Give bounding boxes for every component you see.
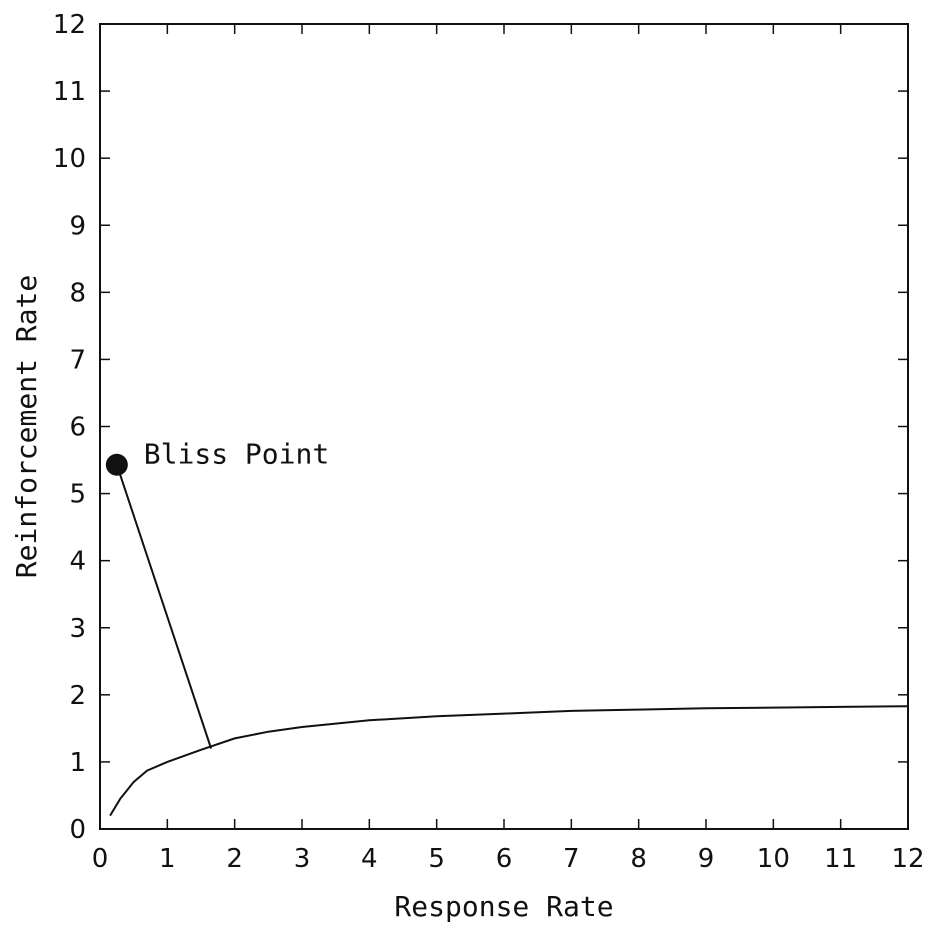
x-tick-label: 4 xyxy=(361,844,378,874)
y-tick-label: 12 xyxy=(53,10,86,40)
x-tick-label: 12 xyxy=(891,844,924,874)
y-tick-label: 10 xyxy=(53,144,86,174)
x-tick-label: 5 xyxy=(428,844,445,874)
x-tick-label: 11 xyxy=(824,844,857,874)
y-tick-label: 4 xyxy=(69,547,86,577)
x-tick-label: 2 xyxy=(226,844,243,874)
y-tick-label: 7 xyxy=(69,345,86,375)
y-tick-label: 3 xyxy=(69,614,86,644)
bliss-connector-line xyxy=(115,464,213,749)
y-tick-label: 9 xyxy=(69,211,86,241)
y-tick-label: 5 xyxy=(69,480,86,510)
x-tick-label: 0 xyxy=(92,844,109,874)
bliss-point-marker xyxy=(105,453,128,476)
y-tick-label: 2 xyxy=(69,681,86,711)
y-axis-title: Reinforcement Rate xyxy=(10,275,43,578)
x-tick-label: 6 xyxy=(496,844,513,874)
y-tick-label: 6 xyxy=(69,413,86,443)
y-tick-label: 0 xyxy=(69,815,86,845)
y-tick-label: 8 xyxy=(69,278,86,308)
x-tick-label: 7 xyxy=(563,844,580,874)
y-tick-label: 11 xyxy=(53,77,86,107)
ticks-layer xyxy=(100,24,908,829)
x-tick-label: 3 xyxy=(294,844,311,874)
plot-frame xyxy=(99,23,909,830)
x-tick-label: 9 xyxy=(698,844,715,874)
x-tick-label: 1 xyxy=(159,844,176,874)
series-line xyxy=(109,705,909,817)
y-tick-label: 1 xyxy=(69,748,86,778)
x-axis-title: Response Rate xyxy=(394,890,613,923)
x-tick-label: 10 xyxy=(757,844,790,874)
x-tick-label: 8 xyxy=(630,844,647,874)
bliss-point-label: Bliss Point xyxy=(144,437,329,470)
